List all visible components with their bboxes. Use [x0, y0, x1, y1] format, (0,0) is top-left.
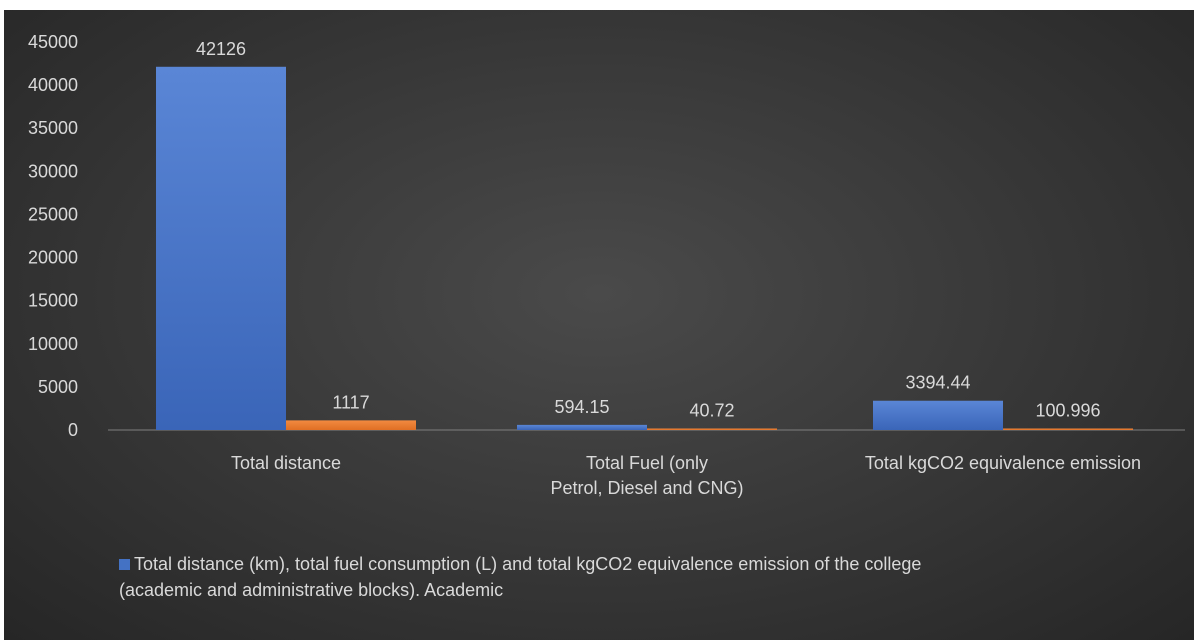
bar	[156, 66, 286, 430]
y-tick-label: 35000	[28, 118, 78, 138]
bar	[873, 400, 1003, 430]
x-category-label: Petrol, Diesel and CNG)	[550, 478, 743, 498]
y-tick-label: 25000	[28, 204, 78, 224]
legend-label-line-1: Total distance (km), total fuel consumpt…	[134, 554, 922, 574]
legend-line-2: (academic and administrative blocks). Ac…	[119, 580, 504, 600]
y-axis-tick-labels: 0 5000 10000 15000 20000 25000 30000 35000 40000…	[28, 32, 78, 440]
bar	[647, 428, 777, 430]
x-category-label: Total distance	[231, 453, 341, 473]
x-category-label: Total Fuel (only	[586, 453, 708, 473]
bar	[286, 420, 416, 430]
bar	[1003, 428, 1133, 430]
bar-data-label: 100.996	[1035, 401, 1100, 421]
bar-data-label: 1117	[332, 392, 369, 412]
y-tick-label: 10000	[28, 334, 78, 354]
bar	[517, 424, 647, 430]
y-tick-label: 15000	[28, 291, 78, 311]
legend-line-1: Total distance (km), total fuel consumpt…	[119, 551, 1119, 577]
bar-data-label: 42126	[196, 39, 246, 59]
y-tick-label: 30000	[28, 161, 78, 181]
legend: Total distance (km), total fuel consumpt…	[119, 551, 1119, 603]
x-axis-category-labels: Total distance Total Fuel (only Petrol, Di…	[231, 453, 1141, 498]
bar-data-label: 3394.44	[905, 373, 970, 393]
bar-data-label: 40.72	[689, 401, 734, 421]
y-tick-label: 5000	[38, 377, 78, 397]
x-category-label: Total kgCO2 equivalence emission	[865, 453, 1141, 473]
bars	[156, 66, 1133, 430]
y-tick-label: 45000	[28, 32, 78, 52]
bar-data-label: 594.15	[554, 397, 609, 417]
data-labels: 42126 594.15 3394.44 1117 40.72 100.996	[196, 39, 1101, 421]
legend-swatch-series-1	[119, 559, 130, 570]
y-tick-label: 40000	[28, 75, 78, 95]
y-tick-label: 0	[68, 420, 78, 440]
y-tick-label: 20000	[28, 248, 78, 268]
